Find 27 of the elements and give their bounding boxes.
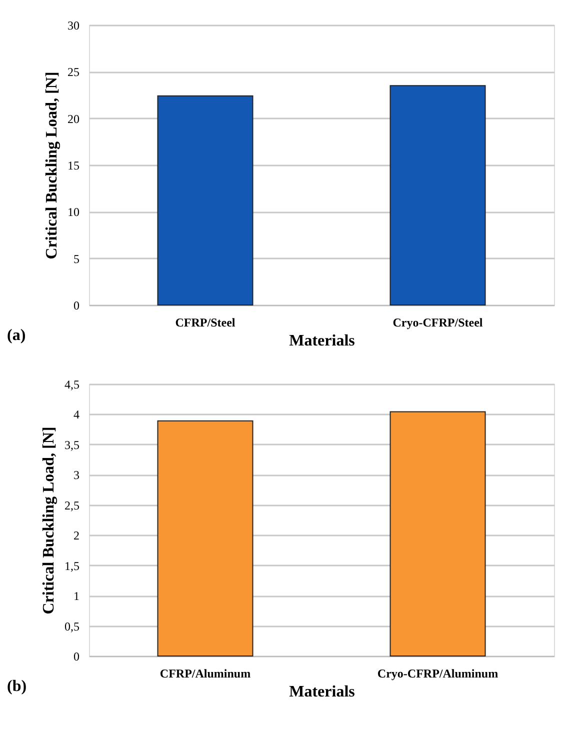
y-tick-label: 3 xyxy=(74,468,80,482)
y-tick-label: 0 xyxy=(74,650,80,664)
y-tick-label: 1 xyxy=(74,589,80,604)
text: (b) xyxy=(7,678,27,695)
x-axis-title: Materials xyxy=(289,332,355,350)
y-tick-label: 20 xyxy=(68,112,80,126)
x-tick-label: CFRP/Steel xyxy=(175,316,236,330)
y-tick-label: 4,5 xyxy=(64,378,80,392)
y-tick-label: 25 xyxy=(68,65,80,80)
x-tick-label: Cryo-CFRP/Aluminum xyxy=(377,666,498,680)
y-tick-label: 5 xyxy=(74,252,80,266)
x-tick-label: CFRP/Aluminum xyxy=(160,666,251,680)
text: (a) xyxy=(7,327,26,344)
y-axis-title: Critical Buckling Load, [N] xyxy=(40,426,58,614)
y-tick-label: 30 xyxy=(68,18,80,32)
y-tick-label: 2 xyxy=(74,528,80,543)
y-tick-label: 1,5 xyxy=(64,558,80,573)
y-tick-label: 0,5 xyxy=(64,619,80,634)
y-tick-label: 0 xyxy=(74,298,80,312)
y-tick-label: 15 xyxy=(68,158,80,172)
y-tick-label: 10 xyxy=(68,205,80,220)
x-axis-title: Materials xyxy=(289,684,355,700)
y-tick-label: 4 xyxy=(74,408,80,422)
y-tick-label: 3,5 xyxy=(64,438,80,452)
y-tick-label: 2,5 xyxy=(64,498,80,512)
x-tick-label: Cryo-CFRP/Steel xyxy=(392,316,484,330)
y-axis-title: Critical Buckling Load, [N] xyxy=(44,72,60,260)
